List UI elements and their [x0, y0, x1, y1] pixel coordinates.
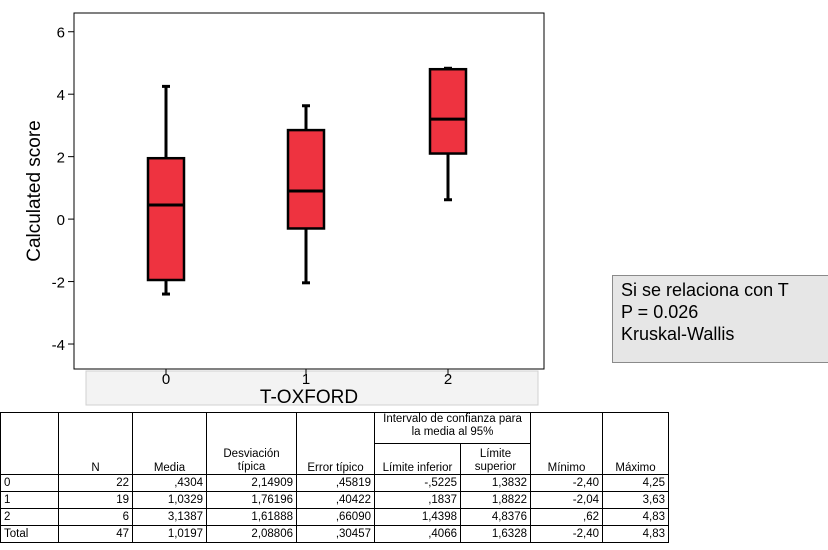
table-row: 0 22 ,4304 2,14909 ,45819 -,5225 1,3832 … — [0, 474, 669, 492]
cell-limite-inferior: -,5225 — [374, 474, 461, 492]
header-limite-inferior: Límite inferior — [374, 443, 461, 475]
kruskal-wallis-note: Si se relaciona con T P = 0.026 Kruskal-… — [612, 275, 828, 363]
cell-limite-inferior: 1,4398 — [374, 508, 461, 526]
iqr-box — [286, 128, 326, 230]
cell-n: 6 — [58, 508, 133, 526]
y-tick-label: 0 — [57, 212, 65, 229]
y-tick-label: 4 — [57, 87, 65, 104]
x-tick-label: 2 — [444, 371, 452, 388]
table-row: Total 47 1,0197 2,08806 ,30457 ,4066 1,6… — [0, 525, 669, 543]
cell-error: ,30457 — [296, 525, 375, 543]
row-label: Total — [0, 525, 59, 543]
y-tick-label: 2 — [57, 150, 65, 167]
box-group-0 — [146, 84, 186, 296]
table-row: 2 6 3,1387 1,61888 ,66090 1,4398 4,8376 … — [0, 508, 669, 526]
row-label: 1 — [0, 491, 59, 509]
cell-desviacion: 1,76196 — [206, 491, 297, 509]
cell-error: ,45819 — [296, 474, 375, 492]
cell-minimo: -2,40 — [530, 474, 603, 492]
header-error: Error típico — [296, 412, 375, 475]
cell-maximo: 4,25 — [602, 474, 669, 492]
note-line-test: Kruskal-Wallis — [621, 324, 735, 344]
cell-minimo: -2,04 — [530, 491, 603, 509]
cell-limite-superior: 1,8822 — [460, 491, 531, 509]
x-axis-title: T-OXFORD — [260, 387, 358, 408]
x-tick-label: 1 — [302, 371, 310, 388]
cell-limite-superior: 1,3832 — [460, 474, 531, 492]
cell-desviacion: 1,61888 — [206, 508, 297, 526]
cell-maximo: 4,83 — [602, 508, 669, 526]
box-series — [146, 66, 468, 296]
cell-desviacion: 2,14909 — [206, 474, 297, 492]
table-row: 1 19 1,0329 1,76196 ,40422 ,1837 1,8822 … — [0, 491, 669, 509]
cell-n: 19 — [58, 491, 133, 509]
cell-error: ,40422 — [296, 491, 375, 509]
cell-n: 47 — [58, 525, 133, 543]
row-label: 0 — [0, 474, 59, 492]
box-group-2 — [428, 66, 468, 202]
cell-limite-inferior: ,4066 — [374, 525, 461, 543]
header-minimo: Mínimo — [530, 412, 603, 475]
cell-desviacion: 2,08806 — [206, 525, 297, 543]
header-n: N — [58, 412, 133, 475]
cell-media: 3,1387 — [132, 508, 207, 526]
cell-limite-inferior: ,1837 — [374, 491, 461, 509]
cell-maximo: 4,83 — [602, 525, 669, 543]
header-desviacion: Desviación típica — [206, 412, 297, 475]
header-intervalo: Intervalo de confianza para la media al … — [374, 412, 531, 444]
y-tick-label: -4 — [52, 337, 65, 354]
axis-ticks: -4 -2 0 2 4 6 0 1 2 — [52, 25, 453, 388]
note-line-relation: Si se relaciona con T — [621, 280, 789, 300]
cell-limite-superior: 1,6328 — [460, 525, 531, 543]
descriptives-table: N Media Desviación típica Error típico I… — [0, 412, 669, 543]
x-tick-label: 0 — [162, 371, 170, 388]
iqr-box — [146, 156, 186, 282]
y-axis-title: Calculated score — [24, 120, 45, 262]
cell-error: ,66090 — [296, 508, 375, 526]
y-tick-label: 6 — [57, 25, 65, 42]
cell-minimo: -2,40 — [530, 525, 603, 543]
box-group-1 — [286, 104, 326, 285]
cell-limite-superior: 4,8376 — [460, 508, 531, 526]
x-axis-label-band — [85, 370, 539, 406]
y-tick-label: -2 — [52, 275, 65, 292]
header-limite-superior: Límite superior — [460, 443, 531, 475]
cell-maximo: 3,63 — [602, 491, 669, 509]
note-line-p-value: P = 0.026 — [621, 302, 699, 322]
header-blank — [0, 412, 59, 475]
cell-n: 22 — [58, 474, 133, 492]
header-media: Media — [132, 412, 207, 475]
cell-media: ,4304 — [132, 474, 207, 492]
row-label: 2 — [0, 508, 59, 526]
iqr-box — [428, 67, 468, 155]
cell-media: 1,0197 — [132, 525, 207, 543]
header-maximo: Máximo — [602, 412, 669, 475]
cell-minimo: ,62 — [530, 508, 603, 526]
cell-media: 1,0329 — [132, 491, 207, 509]
